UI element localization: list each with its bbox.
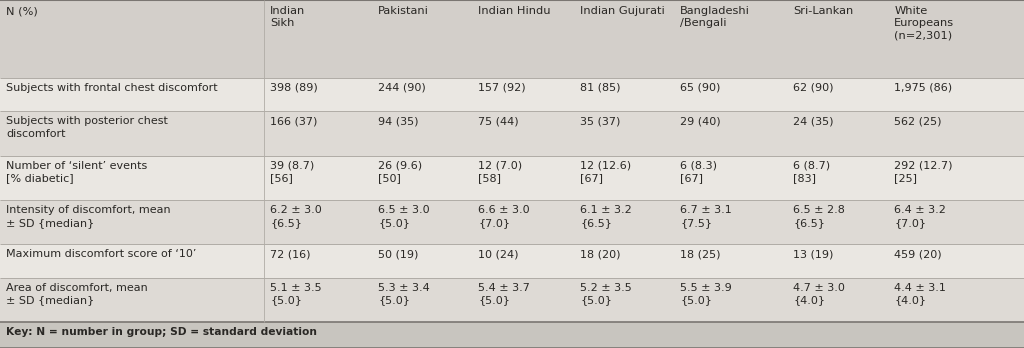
Text: 1,975 (86): 1,975 (86): [894, 83, 952, 93]
Text: Sri-Lankan: Sri-Lankan: [794, 6, 853, 16]
Text: 18 (25): 18 (25): [680, 250, 721, 260]
Text: 10 (24): 10 (24): [478, 250, 518, 260]
Text: Indian Hindu: Indian Hindu: [478, 6, 551, 16]
Text: 6 (8.7)
[83]: 6 (8.7) [83]: [794, 160, 830, 183]
Text: Bangladeshi
/Bengali: Bangladeshi /Bengali: [680, 6, 750, 29]
Text: 62 (90): 62 (90): [794, 83, 834, 93]
Text: 6.4 ± 3.2
{7.0}: 6.4 ± 3.2 {7.0}: [894, 205, 946, 228]
Text: 5.3 ± 3.4
{5.0}: 5.3 ± 3.4 {5.0}: [378, 283, 430, 305]
Text: 6.1 ± 3.2
{6.5}: 6.1 ± 3.2 {6.5}: [581, 205, 632, 228]
Text: Indian
Sikh: Indian Sikh: [270, 6, 305, 29]
Text: 26 (9.6)
[50]: 26 (9.6) [50]: [378, 160, 422, 183]
Text: 5.2 ± 3.5
{5.0}: 5.2 ± 3.5 {5.0}: [581, 283, 632, 305]
Text: Area of discomfort, mean
± SD {median}: Area of discomfort, mean ± SD {median}: [6, 283, 147, 305]
Text: 562 (25): 562 (25): [894, 116, 942, 126]
Text: 157 (92): 157 (92): [478, 83, 525, 93]
Text: 18 (20): 18 (20): [581, 250, 621, 260]
Text: 81 (85): 81 (85): [581, 83, 621, 93]
Bar: [0, 200, 1024, 244]
Bar: [0, 278, 1024, 322]
Text: 24 (35): 24 (35): [794, 116, 834, 126]
Text: 6 (8.3)
[67]: 6 (8.3) [67]: [680, 160, 717, 183]
Text: Intensity of discomfort, mean
± SD {median}: Intensity of discomfort, mean ± SD {medi…: [6, 205, 171, 228]
Text: 12 (12.6)
[67]: 12 (12.6) [67]: [581, 160, 631, 183]
Bar: [0, 0, 1024, 78]
Text: 50 (19): 50 (19): [378, 250, 419, 260]
Text: 4.4 ± 3.1
{4.0}: 4.4 ± 3.1 {4.0}: [894, 283, 946, 305]
Text: White
Europeans
(n=2,301): White Europeans (n=2,301): [894, 6, 954, 41]
Text: 6.5 ± 2.8
{6.5}: 6.5 ± 2.8 {6.5}: [794, 205, 845, 228]
Text: 75 (44): 75 (44): [478, 116, 519, 126]
Text: Maximum discomfort score of ‘10’: Maximum discomfort score of ‘10’: [6, 250, 197, 260]
Text: 39 (8.7)
[56]: 39 (8.7) [56]: [270, 160, 314, 183]
Text: 6.2 ± 3.0
{6.5}: 6.2 ± 3.0 {6.5}: [270, 205, 322, 228]
Text: 292 (12.7)
[25]: 292 (12.7) [25]: [894, 160, 952, 183]
Text: 5.1 ± 3.5
{5.0}: 5.1 ± 3.5 {5.0}: [270, 283, 322, 305]
Text: 5.4 ± 3.7
{5.0}: 5.4 ± 3.7 {5.0}: [478, 283, 530, 305]
Text: 398 (89): 398 (89): [270, 83, 317, 93]
Text: 29 (40): 29 (40): [680, 116, 721, 126]
Text: 244 (90): 244 (90): [378, 83, 426, 93]
Text: Subjects with frontal chest discomfort: Subjects with frontal chest discomfort: [6, 83, 218, 93]
Bar: [0, 244, 1024, 278]
Text: Number of ‘silent’ events
[% diabetic]: Number of ‘silent’ events [% diabetic]: [6, 160, 147, 183]
Text: 5.5 ± 3.9
{5.0}: 5.5 ± 3.9 {5.0}: [680, 283, 732, 305]
Text: 72 (16): 72 (16): [270, 250, 310, 260]
Text: 65 (90): 65 (90): [680, 83, 721, 93]
Text: 6.7 ± 3.1
{7.5}: 6.7 ± 3.1 {7.5}: [680, 205, 732, 228]
Text: 6.5 ± 3.0
{5.0}: 6.5 ± 3.0 {5.0}: [378, 205, 430, 228]
Text: 13 (19): 13 (19): [794, 250, 834, 260]
Text: 94 (35): 94 (35): [378, 116, 419, 126]
Bar: [0, 78, 1024, 111]
Text: Indian Gujurati: Indian Gujurati: [581, 6, 665, 16]
Text: Pakistani: Pakistani: [378, 6, 429, 16]
Bar: [0, 322, 1024, 348]
Text: N (%): N (%): [6, 6, 38, 16]
Text: 459 (20): 459 (20): [894, 250, 942, 260]
Text: 166 (37): 166 (37): [270, 116, 317, 126]
Text: Key: N = number in group; SD = standard deviation: Key: N = number in group; SD = standard …: [6, 327, 317, 337]
Text: 6.6 ± 3.0
{7.0}: 6.6 ± 3.0 {7.0}: [478, 205, 529, 228]
Text: Subjects with posterior chest
discomfort: Subjects with posterior chest discomfort: [6, 116, 168, 139]
Bar: [0, 111, 1024, 156]
Text: 4.7 ± 3.0
{4.0}: 4.7 ± 3.0 {4.0}: [794, 283, 845, 305]
Text: 12 (7.0)
[58]: 12 (7.0) [58]: [478, 160, 522, 183]
Text: 35 (37): 35 (37): [581, 116, 621, 126]
Bar: [0, 156, 1024, 200]
